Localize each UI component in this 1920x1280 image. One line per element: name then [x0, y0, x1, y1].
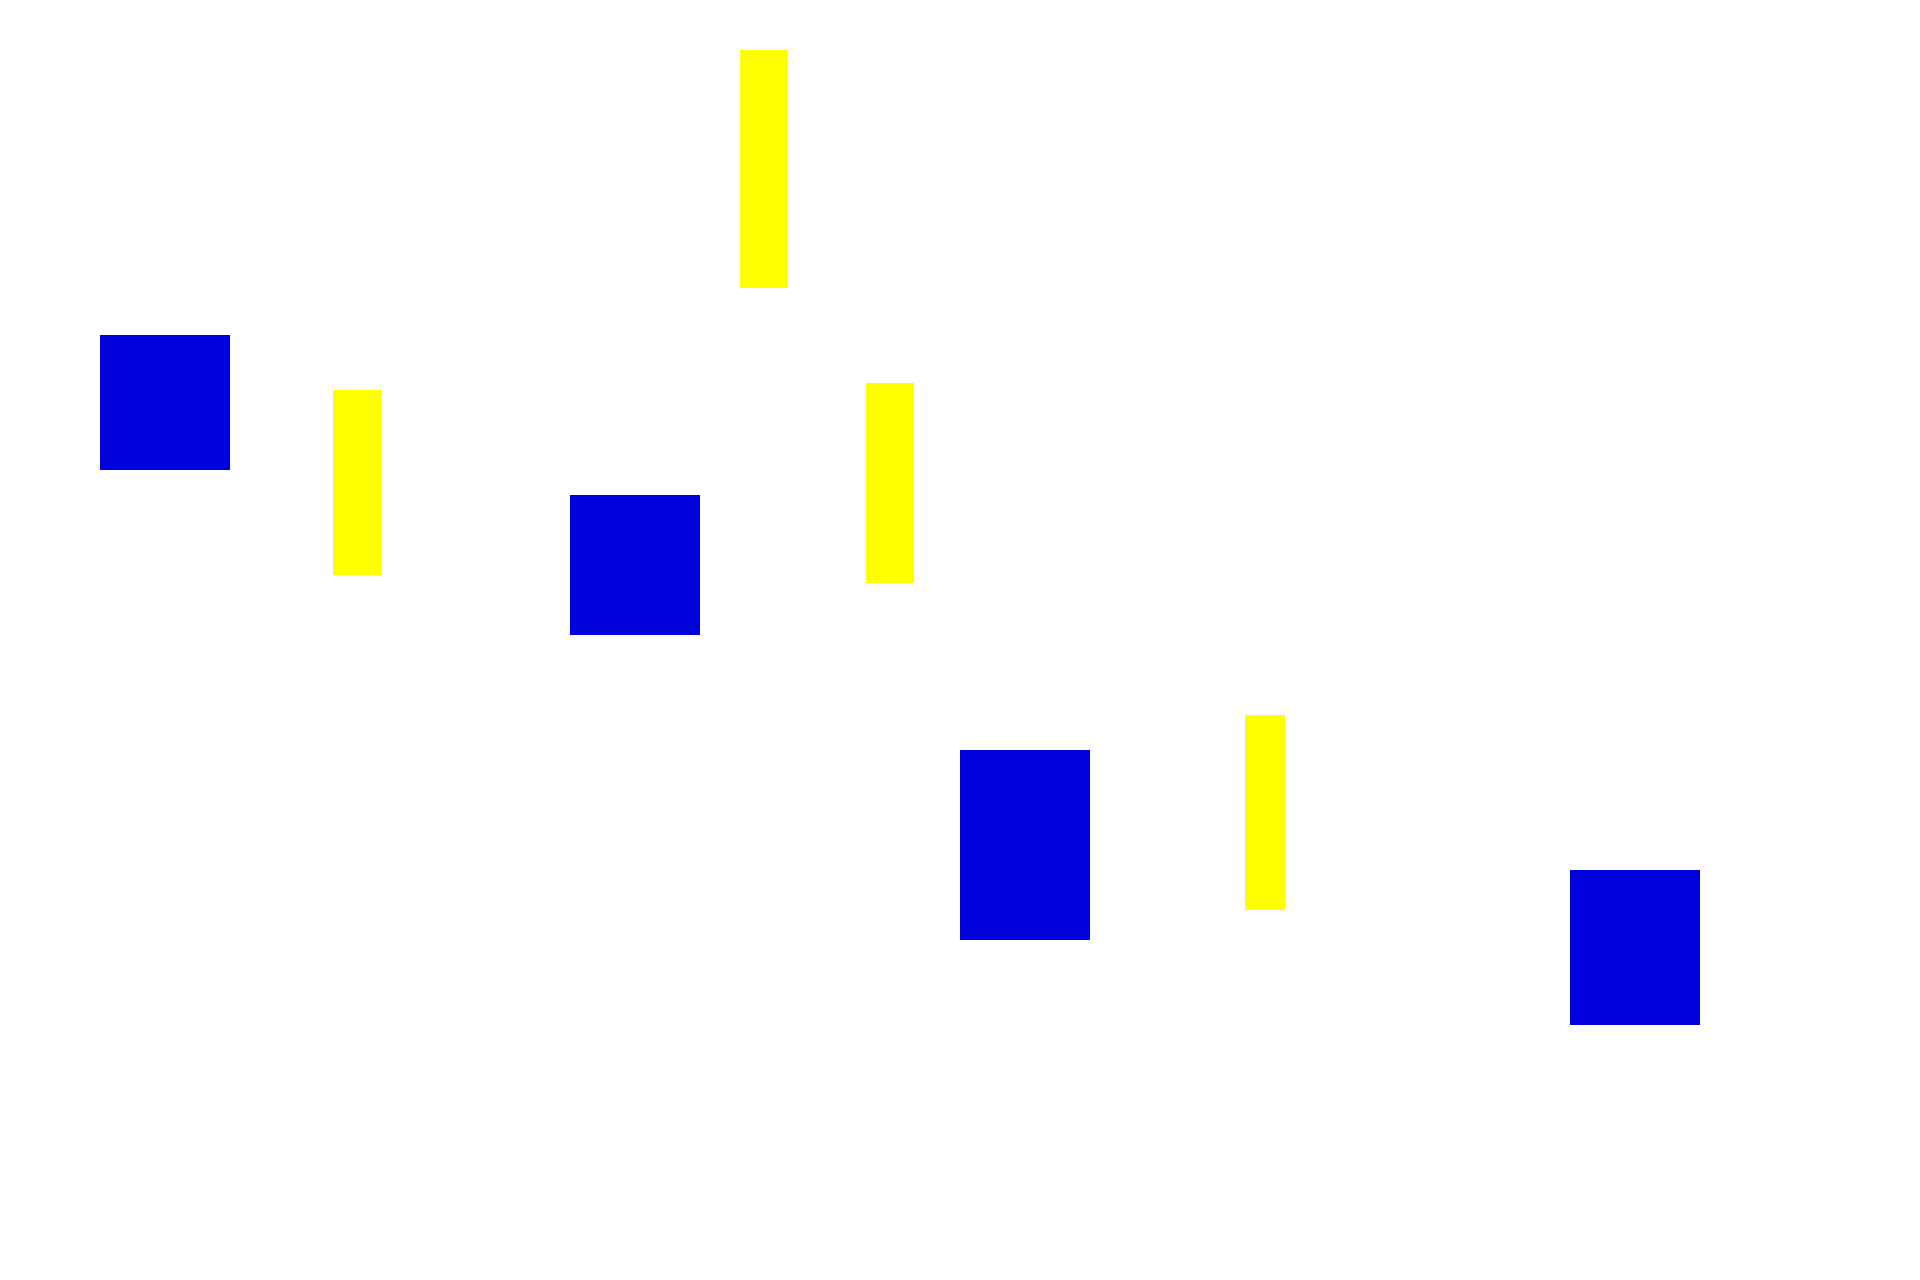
Bar	[739, 50, 787, 288]
Bar	[1571, 870, 1699, 1025]
Bar	[100, 335, 230, 470]
Bar	[866, 383, 914, 582]
Bar	[332, 390, 380, 575]
Bar	[960, 750, 1091, 940]
Bar	[570, 495, 701, 635]
Bar	[1244, 716, 1284, 910]
